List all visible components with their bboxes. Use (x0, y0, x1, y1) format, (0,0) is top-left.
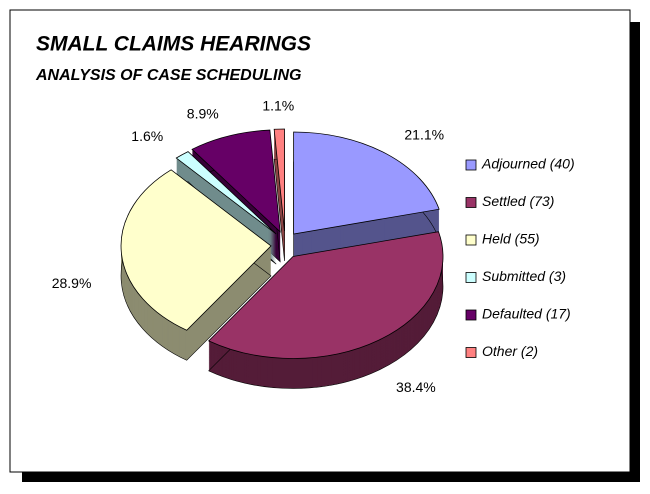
legend-swatch (465, 159, 477, 171)
slice (293, 131, 440, 235)
slice (120, 169, 272, 331)
slice (273, 128, 285, 232)
chart-subtitle: ANALYSIS OF CASE SCHEDULING (35, 67, 302, 84)
legend-swatch (465, 197, 477, 208)
slice (191, 129, 281, 233)
legend-label: Adjourned (40) (481, 156, 575, 172)
data-label: 1.1% (262, 97, 294, 113)
legend-label: Defaulted (17) (482, 306, 571, 322)
legend-swatch (465, 309, 477, 321)
legend-label: Held (55) (482, 231, 540, 247)
slice (208, 231, 444, 359)
slice (175, 151, 277, 235)
legend-label: Settled (73) (482, 193, 554, 209)
slice-side-edge (208, 261, 444, 389)
data-label: 8.9% (187, 106, 219, 122)
legend-swatch (465, 272, 477, 283)
legend-swatch (465, 347, 477, 358)
chart-title: SMALL CLAIMS HEARINGS (36, 33, 311, 56)
legend-label: Submitted (3) (482, 268, 566, 284)
legend-label: Other (2) (482, 343, 538, 359)
data-label: 21.1% (404, 127, 444, 143)
data-label: 28.9% (52, 275, 92, 291)
data-label: 38.4% (396, 379, 436, 395)
legend-swatch (465, 234, 477, 246)
data-label: 1.6% (131, 128, 163, 144)
